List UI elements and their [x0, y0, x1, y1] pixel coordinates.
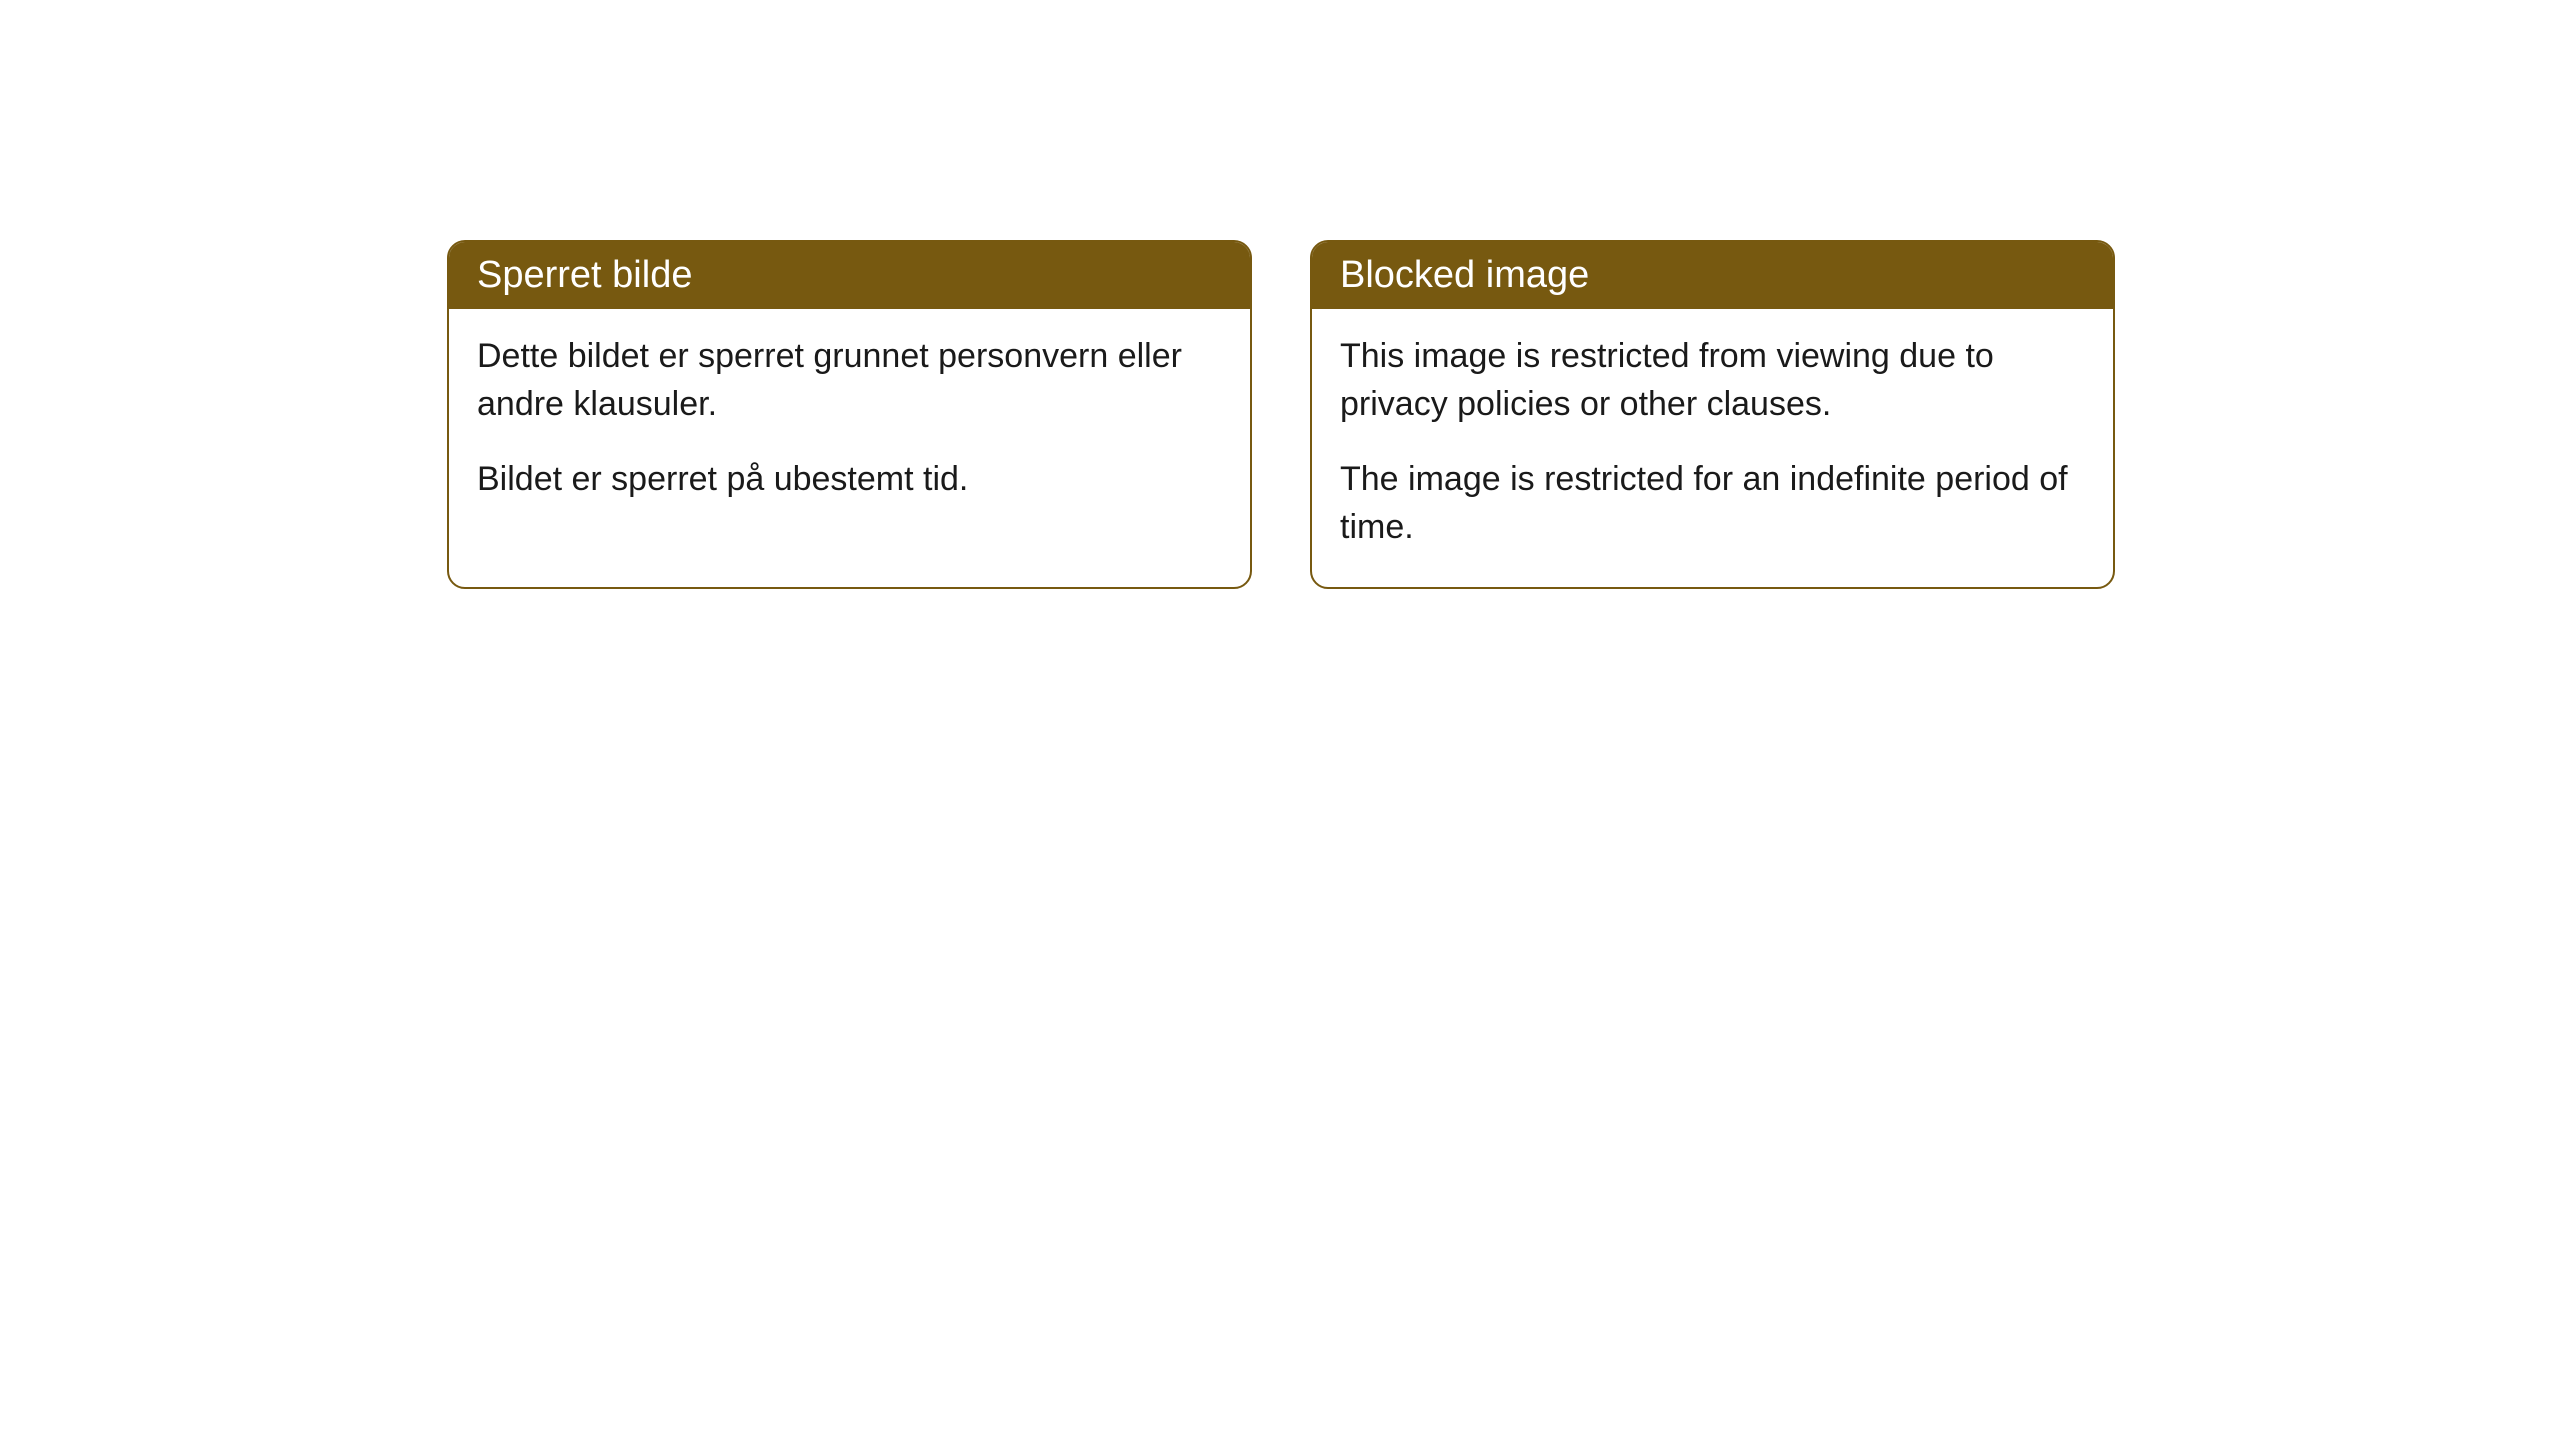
notice-card-english: Blocked image This image is restricted f… [1310, 240, 2115, 589]
notice-card-norwegian: Sperret bilde Dette bildet er sperret gr… [447, 240, 1252, 589]
notice-body-english: This image is restricted from viewing du… [1312, 309, 2113, 587]
notice-header-norwegian: Sperret bilde [449, 242, 1250, 309]
notice-paragraph: Dette bildet er sperret grunnet personve… [477, 333, 1222, 428]
notice-paragraph: Bildet er sperret på ubestemt tid. [477, 456, 1222, 504]
notice-header-english: Blocked image [1312, 242, 2113, 309]
notice-body-norwegian: Dette bildet er sperret grunnet personve… [449, 309, 1250, 540]
notice-paragraph: The image is restricted for an indefinit… [1340, 456, 2085, 551]
notice-container: Sperret bilde Dette bildet er sperret gr… [447, 240, 2115, 589]
notice-paragraph: This image is restricted from viewing du… [1340, 333, 2085, 428]
